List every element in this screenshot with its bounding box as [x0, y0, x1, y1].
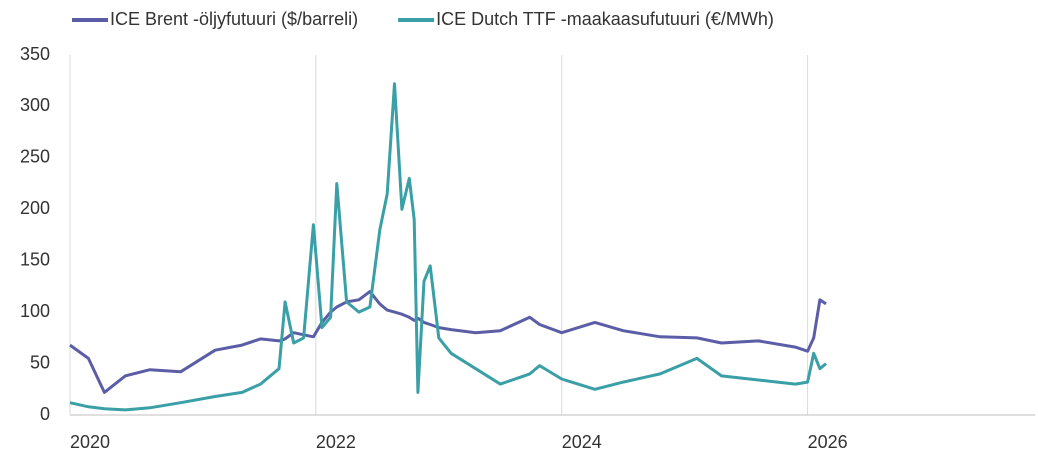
y-tick-label: 200 [20, 198, 50, 218]
y-tick-label: 300 [20, 95, 50, 115]
y-tick-label: 150 [20, 249, 50, 269]
y-tick-label: 100 [20, 301, 50, 321]
line-series [69, 290, 827, 394]
legend-label: ICE Dutch TTF -maakaasufutuuri (€/MWh) [436, 9, 774, 29]
legend-label: ICE Brent -öljyfutuuri ($/barreli) [110, 9, 358, 29]
y-tick-label: 0 [40, 404, 50, 424]
line-series [69, 82, 827, 412]
x-tick-label: 2020 [70, 432, 110, 452]
y-tick-label: 250 [20, 147, 50, 167]
y-tick-label: 350 [20, 44, 50, 64]
x-tick-label: 2026 [808, 432, 848, 452]
x-tick-label: 2024 [562, 432, 602, 452]
x-tick-label: 2022 [316, 432, 356, 452]
y-tick-label: 50 [30, 352, 50, 372]
